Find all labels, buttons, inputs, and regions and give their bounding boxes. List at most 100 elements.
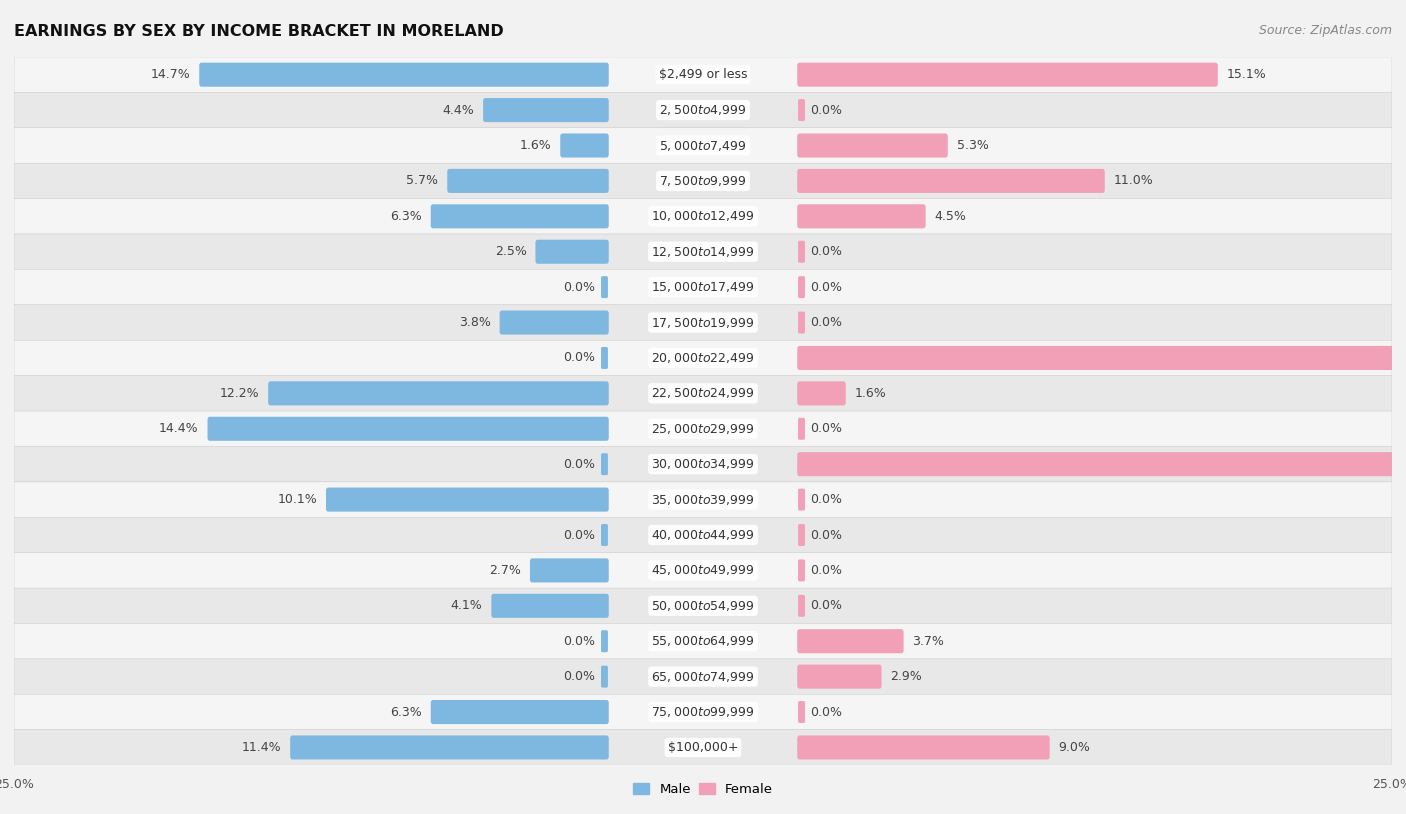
FancyBboxPatch shape [600,630,607,652]
FancyBboxPatch shape [797,133,948,158]
FancyBboxPatch shape [499,310,609,335]
FancyBboxPatch shape [491,593,609,618]
Text: $22,500 to $24,999: $22,500 to $24,999 [651,387,755,400]
FancyBboxPatch shape [14,375,1392,411]
Text: $7,500 to $9,999: $7,500 to $9,999 [659,174,747,188]
FancyBboxPatch shape [14,304,1392,340]
Text: $75,000 to $99,999: $75,000 to $99,999 [651,705,755,719]
Text: 6.3%: 6.3% [389,210,422,223]
Text: 0.0%: 0.0% [810,493,842,506]
Text: 6.3%: 6.3% [389,706,422,719]
FancyBboxPatch shape [290,735,609,759]
Text: 4.4%: 4.4% [443,103,474,116]
FancyBboxPatch shape [430,700,609,724]
FancyBboxPatch shape [14,694,1392,730]
FancyBboxPatch shape [530,558,609,583]
Text: $10,000 to $12,499: $10,000 to $12,499 [651,209,755,223]
FancyBboxPatch shape [600,453,607,475]
FancyBboxPatch shape [600,347,607,369]
Text: $55,000 to $64,999: $55,000 to $64,999 [651,634,755,648]
Text: 0.0%: 0.0% [810,706,842,719]
Text: $100,000+: $100,000+ [668,741,738,754]
Text: 15.1%: 15.1% [1226,68,1267,81]
FancyBboxPatch shape [600,666,607,688]
Text: $5,000 to $7,499: $5,000 to $7,499 [659,138,747,152]
FancyBboxPatch shape [14,624,1392,659]
FancyBboxPatch shape [14,57,1392,92]
Text: 0.0%: 0.0% [564,352,596,365]
FancyBboxPatch shape [799,701,806,723]
Text: 14.7%: 14.7% [150,68,190,81]
FancyBboxPatch shape [797,664,882,689]
FancyBboxPatch shape [797,381,846,405]
Text: 5.3%: 5.3% [956,139,988,152]
Text: 2.7%: 2.7% [489,564,522,577]
Text: $2,500 to $4,999: $2,500 to $4,999 [659,103,747,117]
Text: $65,000 to $74,999: $65,000 to $74,999 [651,670,755,684]
FancyBboxPatch shape [14,588,1392,624]
FancyBboxPatch shape [447,168,609,193]
Text: $45,000 to $49,999: $45,000 to $49,999 [651,563,755,577]
FancyBboxPatch shape [14,340,1392,375]
FancyBboxPatch shape [797,63,1218,87]
Text: 0.0%: 0.0% [810,281,842,294]
Text: 2.9%: 2.9% [890,670,922,683]
FancyBboxPatch shape [269,381,609,405]
Text: 0.0%: 0.0% [564,670,596,683]
Legend: Male, Female: Male, Female [627,777,779,801]
FancyBboxPatch shape [600,276,607,298]
Text: $12,500 to $14,999: $12,500 to $14,999 [651,245,755,259]
FancyBboxPatch shape [536,239,609,264]
Text: 3.8%: 3.8% [458,316,491,329]
Text: 5.7%: 5.7% [406,174,439,187]
FancyBboxPatch shape [799,241,806,263]
Text: 10.1%: 10.1% [277,493,318,506]
Text: 0.0%: 0.0% [810,422,842,435]
Text: 0.0%: 0.0% [810,599,842,612]
Text: 11.0%: 11.0% [1114,174,1153,187]
FancyBboxPatch shape [14,482,1392,518]
Text: Source: ZipAtlas.com: Source: ZipAtlas.com [1258,24,1392,37]
FancyBboxPatch shape [799,488,806,510]
Text: 12.2%: 12.2% [219,387,259,400]
Text: 0.0%: 0.0% [810,103,842,116]
Text: 11.4%: 11.4% [242,741,281,754]
FancyBboxPatch shape [14,128,1392,163]
FancyBboxPatch shape [14,446,1392,482]
Text: EARNINGS BY SEX BY INCOME BRACKET IN MORELAND: EARNINGS BY SEX BY INCOME BRACKET IN MOR… [14,24,503,39]
Text: 0.0%: 0.0% [810,245,842,258]
FancyBboxPatch shape [799,418,806,440]
FancyBboxPatch shape [799,524,806,546]
Text: 0.0%: 0.0% [810,316,842,329]
FancyBboxPatch shape [560,133,609,158]
FancyBboxPatch shape [14,553,1392,588]
FancyBboxPatch shape [799,312,806,334]
FancyBboxPatch shape [200,63,609,87]
FancyBboxPatch shape [799,559,806,581]
FancyBboxPatch shape [14,234,1392,269]
Text: 0.0%: 0.0% [564,528,596,541]
Text: 4.1%: 4.1% [451,599,482,612]
Text: 3.7%: 3.7% [912,635,945,648]
FancyBboxPatch shape [797,452,1406,476]
FancyBboxPatch shape [797,346,1406,370]
Text: 0.0%: 0.0% [564,281,596,294]
FancyBboxPatch shape [797,735,1050,759]
Text: 4.5%: 4.5% [935,210,966,223]
Text: $20,000 to $22,499: $20,000 to $22,499 [651,351,755,365]
Text: 2.5%: 2.5% [495,245,527,258]
Text: 0.0%: 0.0% [564,635,596,648]
FancyBboxPatch shape [799,276,806,298]
FancyBboxPatch shape [430,204,609,229]
FancyBboxPatch shape [600,524,607,546]
Text: 0.0%: 0.0% [810,528,842,541]
Text: 1.6%: 1.6% [520,139,551,152]
FancyBboxPatch shape [14,92,1392,128]
FancyBboxPatch shape [484,98,609,122]
Text: $50,000 to $54,999: $50,000 to $54,999 [651,599,755,613]
Text: 0.0%: 0.0% [810,564,842,577]
FancyBboxPatch shape [14,199,1392,234]
FancyBboxPatch shape [14,730,1392,765]
Text: 0.0%: 0.0% [564,457,596,470]
FancyBboxPatch shape [14,659,1392,694]
